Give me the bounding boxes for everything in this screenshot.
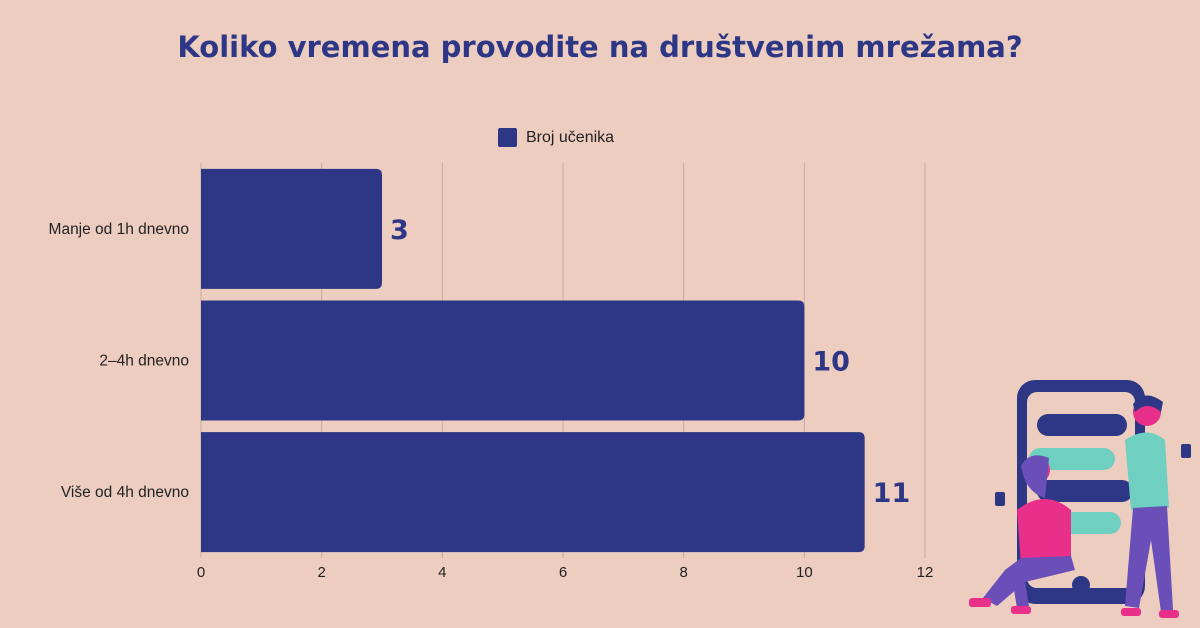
data-label: 3 (390, 215, 409, 246)
x-tick-label: 2 (317, 564, 325, 581)
x-tick-label: 10 (796, 564, 813, 581)
x-tick-label: 8 (679, 564, 687, 581)
chat-bubble (1029, 448, 1115, 470)
category-label: Više od 4h dnevno (61, 484, 189, 501)
data-label: 10 (812, 347, 850, 378)
x-tick-label: 0 (197, 564, 205, 581)
category-label: Manje od 1h dnevno (49, 221, 189, 238)
legend: Broj učenika (498, 128, 614, 147)
bar (201, 432, 865, 553)
x-tick-label: 6 (559, 564, 567, 581)
x-tick-label: 4 (438, 564, 446, 581)
chat-bubble (1037, 414, 1127, 436)
x-tick-label: 12 (917, 564, 934, 581)
person-shirt (1125, 432, 1169, 510)
legend-swatch (498, 128, 517, 147)
phone-in-hand (995, 492, 1005, 506)
phone-in-hand (1181, 444, 1191, 458)
category-label: 2–4h dnevno (99, 353, 189, 370)
people-with-phones-illustration (969, 380, 1191, 618)
bar (201, 168, 382, 289)
person-pants (1125, 506, 1173, 612)
chart-title: Koliko vremena provodite na društvenim m… (177, 30, 1023, 64)
data-label: 11 (873, 478, 911, 509)
phone-home-button (1072, 576, 1090, 594)
person-hair (1021, 455, 1049, 498)
person-pants (983, 556, 1075, 606)
chat-bubble (1037, 480, 1133, 502)
person-shirt (1017, 499, 1071, 566)
legend-label: Broj učenika (526, 128, 615, 146)
bar (201, 300, 805, 421)
